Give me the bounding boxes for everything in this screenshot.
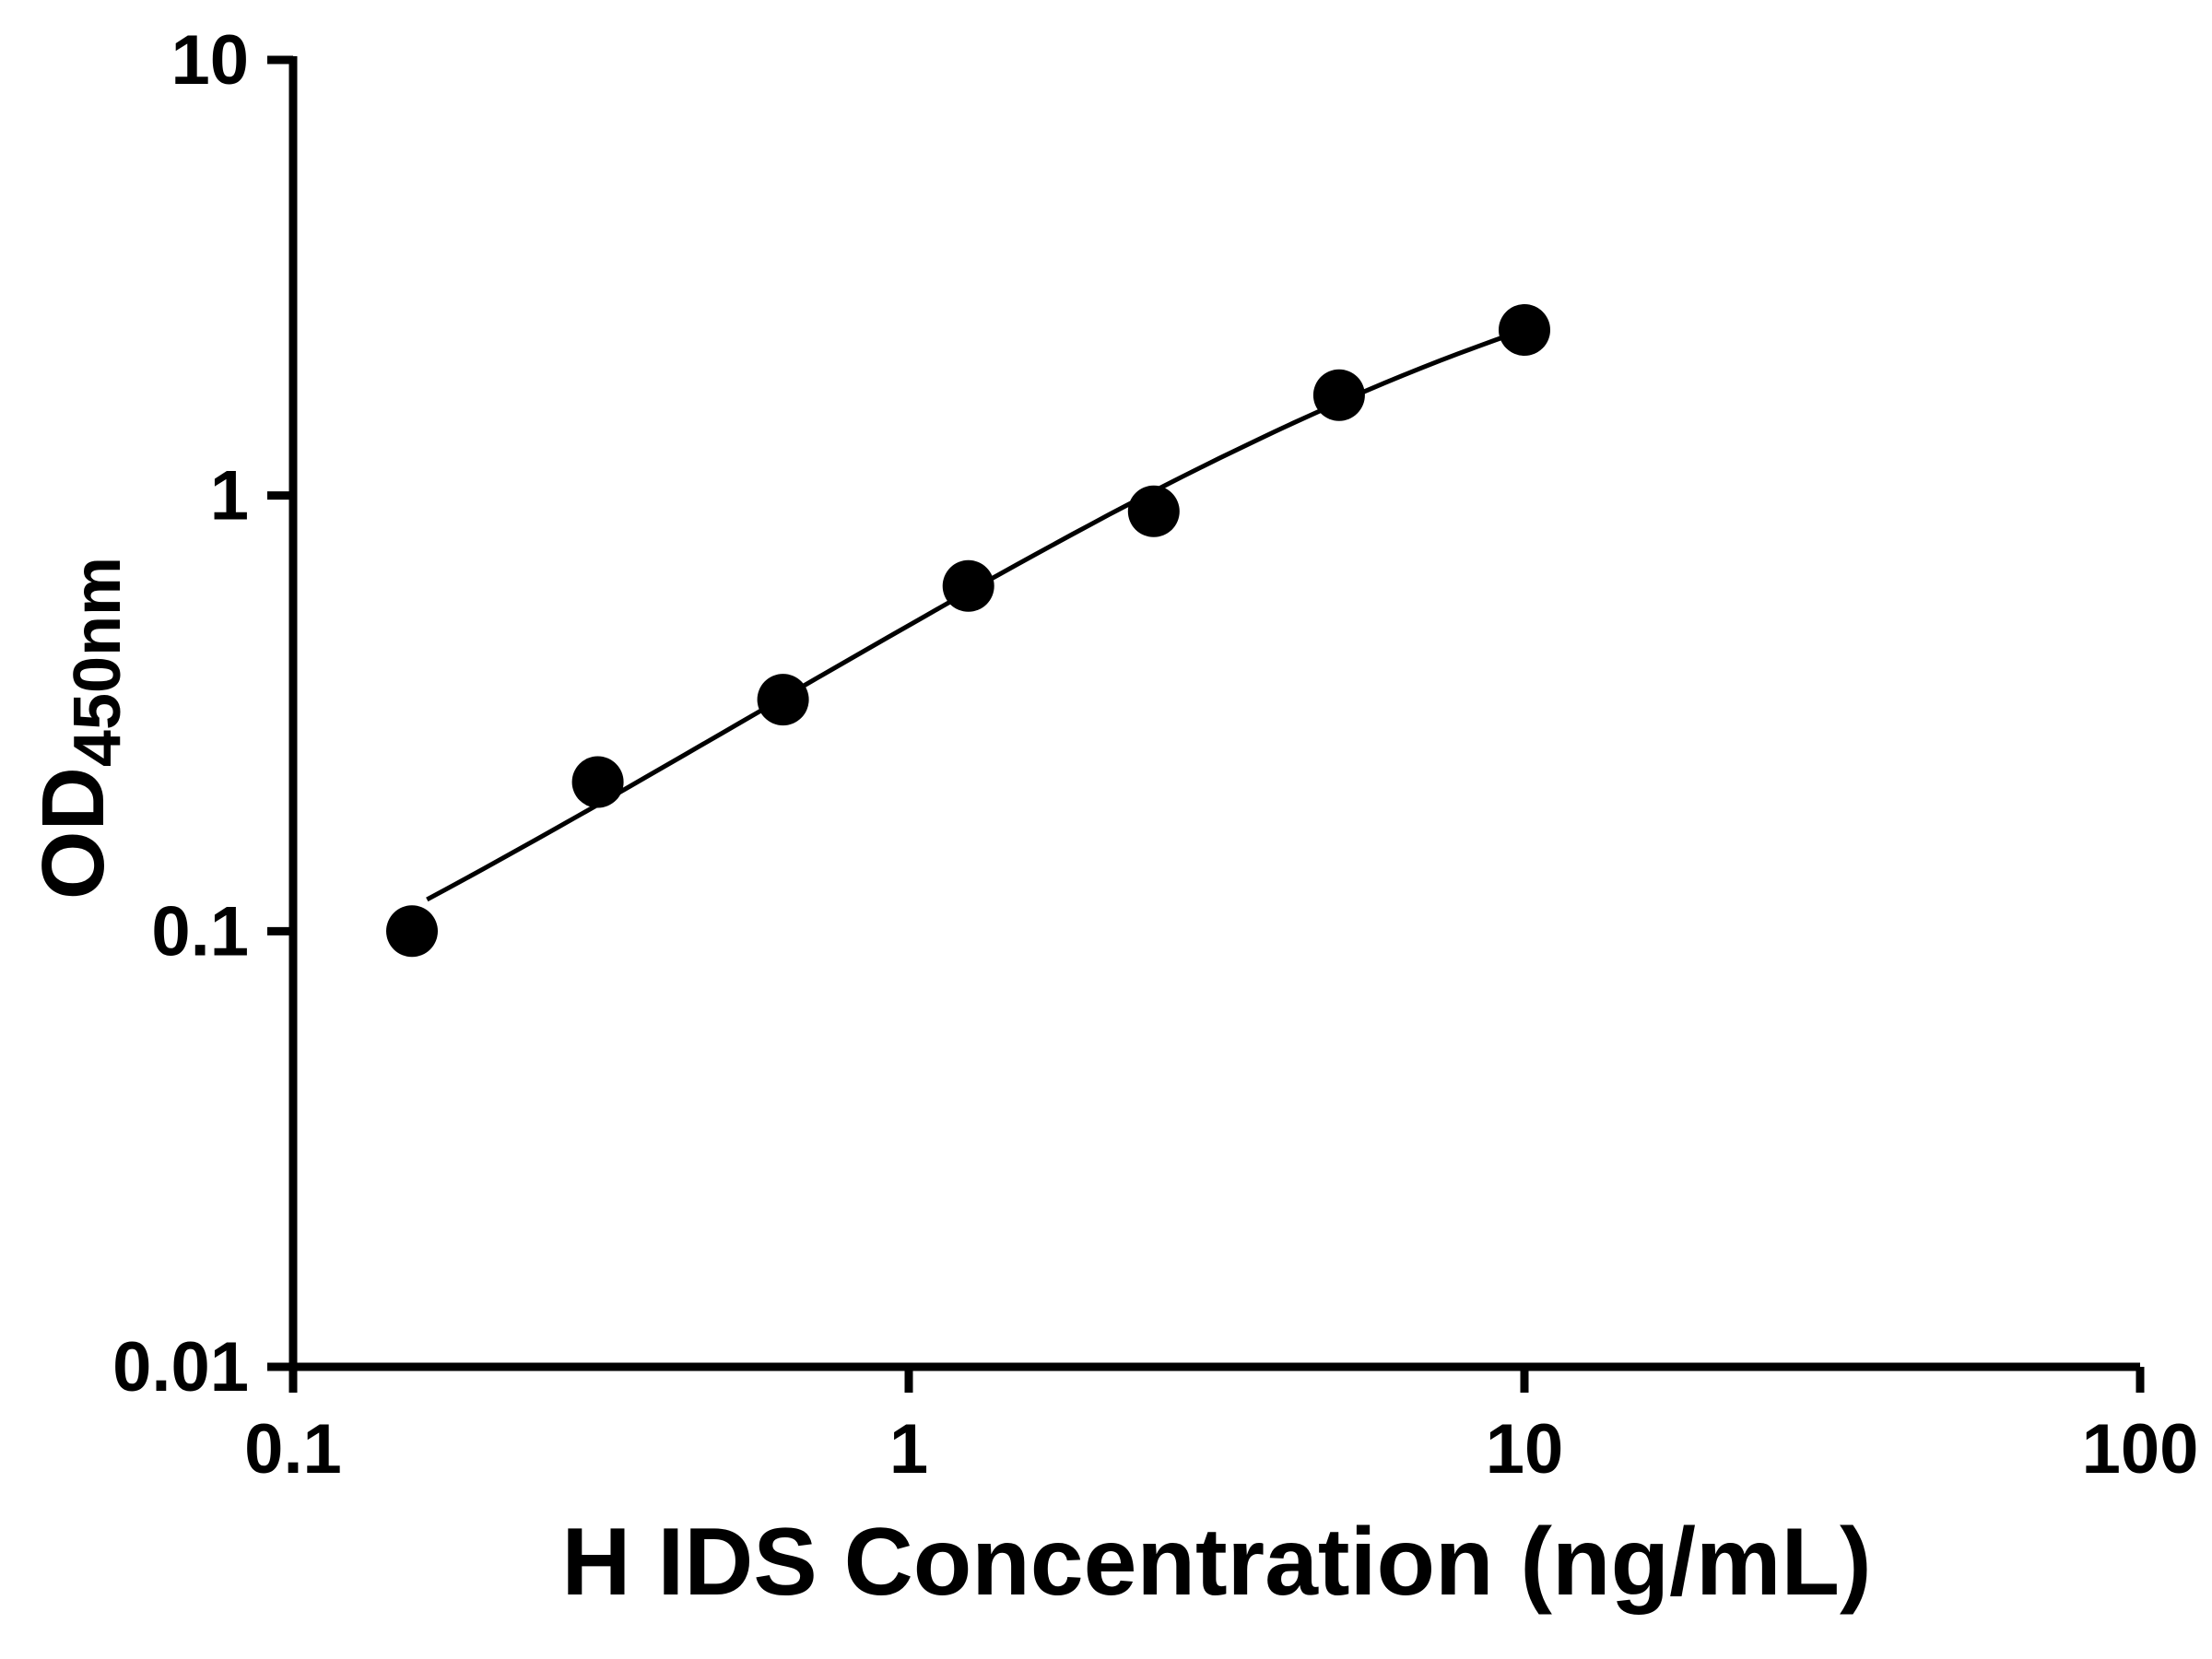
y-axis-tick-label: 10 [171, 21, 249, 100]
y-axis-title-main: OD [24, 767, 123, 900]
x-axis-tick-label: 1 [889, 1410, 928, 1488]
data-point [757, 674, 809, 726]
y-axis-title: OD450nm [24, 557, 135, 900]
data-point [386, 905, 438, 958]
x-axis-title: H IDS Concentration (ng/mL) [561, 1509, 1871, 1616]
y-axis-tick-label: 0.01 [112, 1328, 249, 1406]
data-point [942, 559, 994, 612]
y-axis-tick-label: 0.1 [151, 892, 249, 971]
data-point [1312, 369, 1365, 421]
y-axis-title-subscript: 450nm [61, 557, 135, 767]
data-point [1127, 485, 1180, 537]
y-axis-tick-label: 1 [210, 457, 249, 535]
x-axis-tick-label: 100 [2082, 1410, 2199, 1488]
x-axis-tick-label: 10 [1486, 1410, 1564, 1488]
data-point [1499, 304, 1550, 356]
x-axis-tick-label: 0.1 [244, 1410, 342, 1488]
data-point [571, 756, 624, 808]
